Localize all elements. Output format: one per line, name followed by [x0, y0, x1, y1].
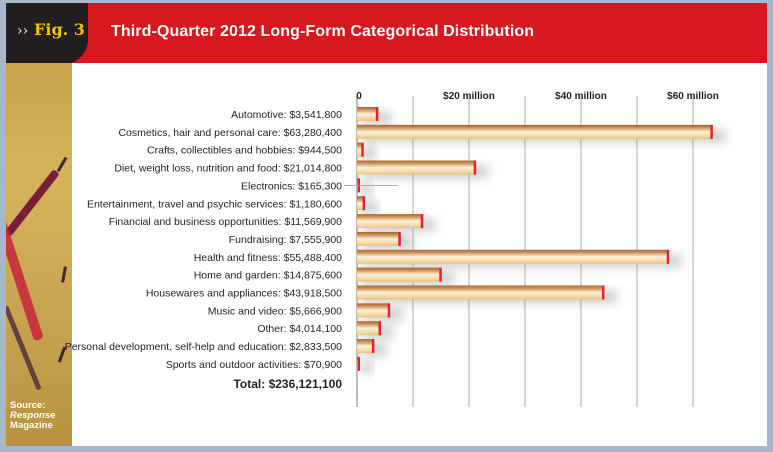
category-label: Electronics: $165,300: [241, 180, 342, 192]
category-label: Personal development, self-help and educ…: [65, 341, 342, 353]
category-label: Entertainment, travel and psychic servic…: [87, 198, 342, 210]
category-label: Music and video: $5,666,900: [208, 305, 342, 317]
category-label: Housewares and appliances: $43,918,500: [146, 288, 342, 300]
bar: [357, 214, 422, 229]
bar-end-cap: [398, 231, 401, 246]
bar-end-cap: [375, 107, 379, 121]
source-prefix: Source:: [10, 400, 46, 411]
bar: [357, 303, 389, 318]
bar-end-cap: [371, 339, 375, 354]
bar-shadow: [361, 361, 373, 374]
x-tick-label: $20 million: [443, 91, 495, 102]
source-publication: Response: [10, 410, 56, 421]
bar: [357, 285, 603, 300]
source-credit: Source: Response Magazine: [10, 401, 55, 431]
x-axis-ticks: 0 $20 million $40 million $60 million: [356, 91, 719, 102]
bar: [357, 267, 441, 282]
category-label: Automotive: $3,541,800: [231, 109, 342, 121]
bar: [357, 142, 363, 157]
bar-shadow: [361, 147, 377, 160]
bar: [357, 107, 377, 121]
bar-end-cap: [378, 321, 381, 336]
bar-end-cap: [362, 196, 366, 211]
bar: [357, 339, 373, 354]
x-tick-label: $40 million: [555, 91, 607, 102]
bar-end-cap: [439, 267, 442, 282]
bar-end-cap: [361, 142, 364, 157]
x-tick-label: 0: [356, 91, 362, 102]
bar-shadow: [361, 183, 373, 196]
category-labels: Automotive: $3,541,800 Cosmetics, hair an…: [65, 109, 398, 371]
total-label: Total: $236,121,100: [233, 377, 342, 391]
source-suffix: Magazine: [10, 420, 53, 431]
bar: [357, 249, 668, 264]
bar: [357, 196, 364, 211]
bar-end-cap: [473, 160, 477, 175]
bar: [357, 231, 400, 246]
figure-number: Fig. 3: [34, 20, 85, 39]
category-label: Diet, weight loss, nutrition and food: $…: [114, 163, 342, 175]
double-chevron-icon: ››: [17, 23, 29, 39]
bars: [357, 107, 713, 371]
category-label: Cosmetics, hair and personal care: $63,2…: [118, 127, 342, 139]
bar-end-cap: [387, 303, 391, 318]
bar: [357, 321, 380, 336]
bar: [357, 160, 475, 175]
bar-end-cap: [357, 356, 360, 371]
category-label: Financial and business opportunities: $1…: [109, 216, 342, 228]
category-label: Health and fitness: $55,488,400: [194, 252, 342, 264]
bar-shadows: [361, 112, 726, 374]
category-label: Other: $4,014,100: [257, 323, 342, 335]
bar-end-cap: [601, 285, 605, 300]
bar-end-cap: [666, 249, 670, 264]
bar-end-cap: [710, 124, 713, 139]
bar: [357, 124, 712, 139]
category-label: Fundraising: $7,555,900: [229, 234, 342, 246]
chart-title: Third-Quarter 2012 Long-Form Categorical…: [111, 23, 535, 40]
category-label: Sports and outdoor activities: $70,900: [166, 359, 342, 371]
figure-frame: ›› Fig. 3 Third-Quarter 2012 Long-Form C…: [6, 3, 767, 446]
bar-shadow: [361, 201, 378, 214]
figure-tab: ›› Fig. 3: [6, 3, 88, 65]
figure-header: ›› Fig. 3 Third-Quarter 2012 Long-Form C…: [6, 3, 767, 65]
bar-end-cap: [420, 214, 424, 229]
x-tick-label: $60 million: [667, 91, 719, 102]
clock-photo-sidebar: Source: Response Magazine: [6, 63, 72, 446]
category-label: Home and garden: $14,875,600: [194, 270, 342, 282]
category-label: Crafts, collectibles and hobbies: $944,5…: [147, 145, 342, 157]
